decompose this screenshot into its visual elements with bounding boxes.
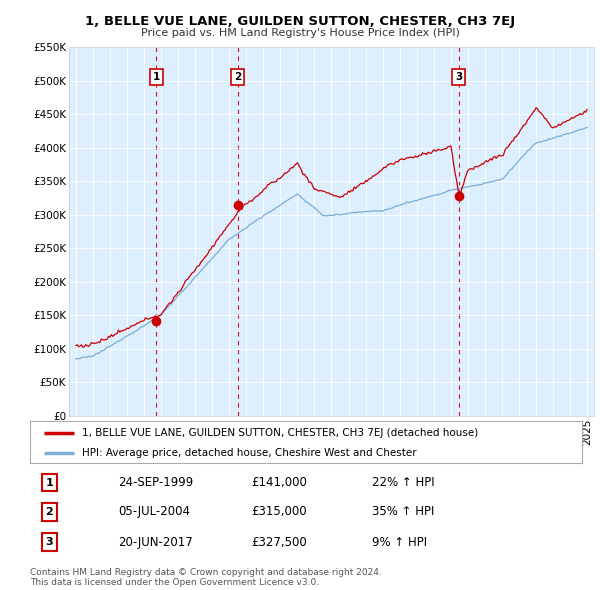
Text: 3: 3 [46, 537, 53, 547]
Text: 1: 1 [153, 73, 160, 83]
Text: Contains HM Land Registry data © Crown copyright and database right 2024.: Contains HM Land Registry data © Crown c… [30, 568, 382, 576]
Text: 3: 3 [455, 73, 462, 83]
Text: 2: 2 [46, 507, 53, 517]
Text: £141,000: £141,000 [251, 476, 307, 489]
Text: 20-JUN-2017: 20-JUN-2017 [118, 536, 193, 549]
Text: 2: 2 [234, 73, 241, 83]
Text: HPI: Average price, detached house, Cheshire West and Chester: HPI: Average price, detached house, Ches… [82, 448, 417, 457]
Text: 24-SEP-1999: 24-SEP-1999 [118, 476, 194, 489]
Text: 35% ↑ HPI: 35% ↑ HPI [372, 505, 434, 519]
Text: 1, BELLE VUE LANE, GUILDEN SUTTON, CHESTER, CH3 7EJ (detached house): 1, BELLE VUE LANE, GUILDEN SUTTON, CHEST… [82, 428, 479, 438]
Text: 9% ↑ HPI: 9% ↑ HPI [372, 536, 427, 549]
Text: 22% ↑ HPI: 22% ↑ HPI [372, 476, 435, 489]
Text: £315,000: £315,000 [251, 505, 307, 519]
Text: 1, BELLE VUE LANE, GUILDEN SUTTON, CHESTER, CH3 7EJ: 1, BELLE VUE LANE, GUILDEN SUTTON, CHEST… [85, 15, 515, 28]
Text: 1: 1 [46, 477, 53, 487]
Text: Price paid vs. HM Land Registry's House Price Index (HPI): Price paid vs. HM Land Registry's House … [140, 28, 460, 38]
Text: 05-JUL-2004: 05-JUL-2004 [118, 505, 190, 519]
Text: £327,500: £327,500 [251, 536, 307, 549]
Text: This data is licensed under the Open Government Licence v3.0.: This data is licensed under the Open Gov… [30, 578, 319, 587]
